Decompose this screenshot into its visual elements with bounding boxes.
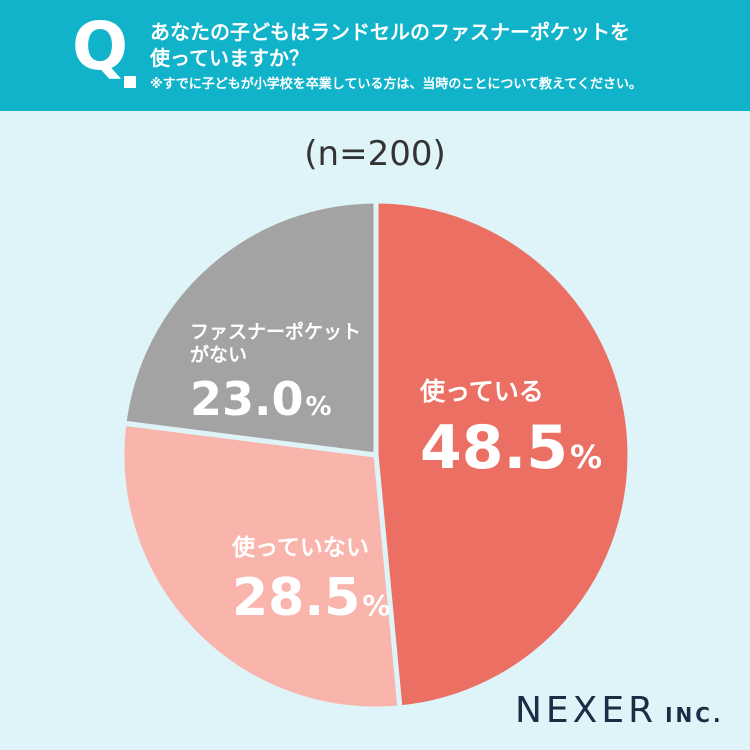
- question-text-line1: あなたの子どもはランドセルのファスナーポケットを: [150, 20, 630, 44]
- q-mark: Q: [72, 8, 129, 85]
- pie-slice-3: [121, 198, 379, 458]
- pie-slice-2: [119, 420, 403, 712]
- nexer-logo: NEXER INC.: [515, 690, 724, 731]
- logo-main-text: NEXER: [515, 690, 658, 731]
- sample-size-label: (n=200): [304, 134, 446, 174]
- q-mark-dot: [124, 76, 136, 88]
- question-text-line2: 使っていますか？: [150, 46, 309, 70]
- slice-value-2: 28.5%: [232, 568, 390, 628]
- slice-value-1: 48.5%: [420, 413, 602, 483]
- slice-label-2: 使っていない: [231, 535, 369, 561]
- slice-label-3-line2: がない: [190, 343, 247, 366]
- logo-sub-text: INC.: [665, 703, 724, 727]
- slice-label-1: 使っている: [419, 377, 544, 406]
- question-note: ※すでに子どもが小学校を卒業している方は、当時のことについて教えてください。: [150, 77, 642, 92]
- slice-value-3: 23.0%: [190, 372, 332, 426]
- pie-slice-1: [373, 198, 633, 711]
- slice-label-3-line1: ファスナーポケット: [190, 320, 361, 343]
- question-header: Q あなたの子どもはランドセルのファスナーポケットを 使っていますか？ ※すでに…: [0, 0, 750, 111]
